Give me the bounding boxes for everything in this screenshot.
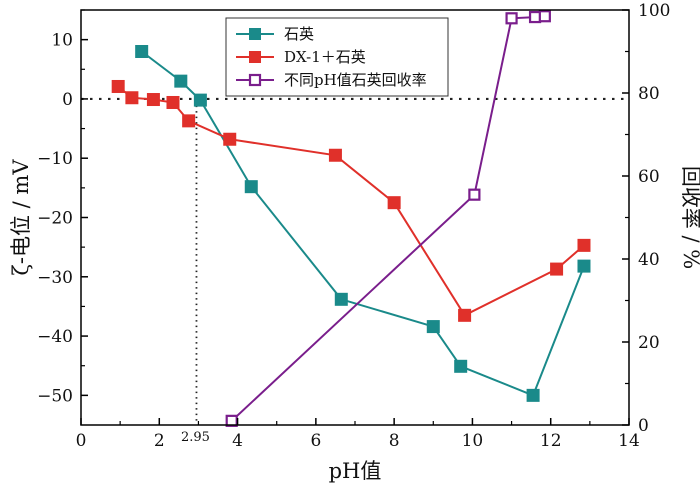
y-tick-label-3: −20 — [37, 209, 73, 229]
y-tick-label-4: −30 — [37, 268, 73, 288]
data-point-s0-8 — [577, 259, 591, 273]
data-point-s2-4 — [538, 10, 551, 23]
data-point-s0-5 — [426, 320, 440, 334]
legend-label-2: 不同pH值石英回收率 — [284, 71, 427, 89]
data-point-s1-10 — [577, 238, 591, 252]
legend-marker-2 — [248, 73, 262, 87]
data-point-s1-5 — [223, 132, 237, 146]
y2-tick-label-4: 80 — [638, 84, 660, 104]
x-tick-label-0: 0 — [76, 431, 87, 451]
data-point-s2-2 — [505, 12, 518, 25]
data-point-s1-6 — [328, 148, 342, 162]
x-tick-label-2: 4 — [232, 431, 243, 451]
data-point-s0-4 — [334, 292, 348, 306]
x-tick-label-7: 14 — [618, 431, 640, 451]
data-point-s0-2 — [193, 93, 207, 107]
data-point-s0-7 — [526, 388, 540, 402]
y2-tick-label-1: 20 — [638, 333, 660, 353]
y-tick-label-2: −10 — [37, 149, 73, 169]
legend-label-1: DX-1＋石英 — [284, 48, 366, 66]
data-point-s1-1 — [125, 91, 139, 105]
data-point-s0-0 — [135, 45, 149, 58]
data-point-s1-3 — [166, 95, 180, 109]
y-tick-label-1: 0 — [62, 90, 73, 110]
data-point-s0-6 — [454, 359, 468, 373]
data-point-s0-3 — [244, 180, 258, 194]
x-tick-label-6: 12 — [540, 431, 562, 451]
data-point-s1-7 — [387, 196, 401, 210]
y2-tick-label-3: 60 — [638, 167, 660, 187]
y2-tick-label-0: 0 — [638, 416, 649, 436]
y2-tick-label-5: 100 — [638, 1, 670, 21]
y-tick-label-6: −50 — [37, 386, 73, 406]
data-point-s1-8 — [458, 308, 472, 322]
data-point-s1-0 — [111, 79, 125, 93]
legend-label-0: 石英 — [284, 25, 314, 43]
data-point-s2-0 — [225, 414, 238, 427]
x-tick-label-1: 2 — [154, 431, 165, 451]
x-tick-label-4: 8 — [389, 431, 400, 451]
data-point-s2-3 — [528, 10, 542, 24]
x-tick-label-5: 10 — [462, 431, 484, 451]
legend-marker-1 — [249, 51, 261, 63]
y2-axis-title: 回收率 / % — [679, 166, 700, 269]
y-axis-title: ζ-电位 / mV — [9, 159, 33, 276]
axes: 0 2 4 6 8 10 12 14100−10−20−30−40−5002040608010… — [9, 1, 700, 483]
data-point-s1-4 — [182, 114, 196, 128]
y2-tick-label-2: 40 — [638, 250, 660, 270]
data-point-s1-2 — [146, 93, 160, 107]
x-tick-label-3: 6 — [310, 431, 321, 451]
y-tick-label-5: −40 — [37, 327, 73, 347]
data-point-s2-1 — [468, 188, 481, 201]
iep-label: 2.95 — [181, 430, 210, 445]
legend-marker-0 — [249, 28, 261, 40]
y-tick-label-0: 10 — [51, 31, 73, 51]
x-axis-title: pH值 — [329, 459, 382, 483]
series-layer — [111, 10, 591, 427]
data-point-s1-9 — [550, 262, 564, 276]
data-point-s0-1 — [174, 74, 188, 88]
